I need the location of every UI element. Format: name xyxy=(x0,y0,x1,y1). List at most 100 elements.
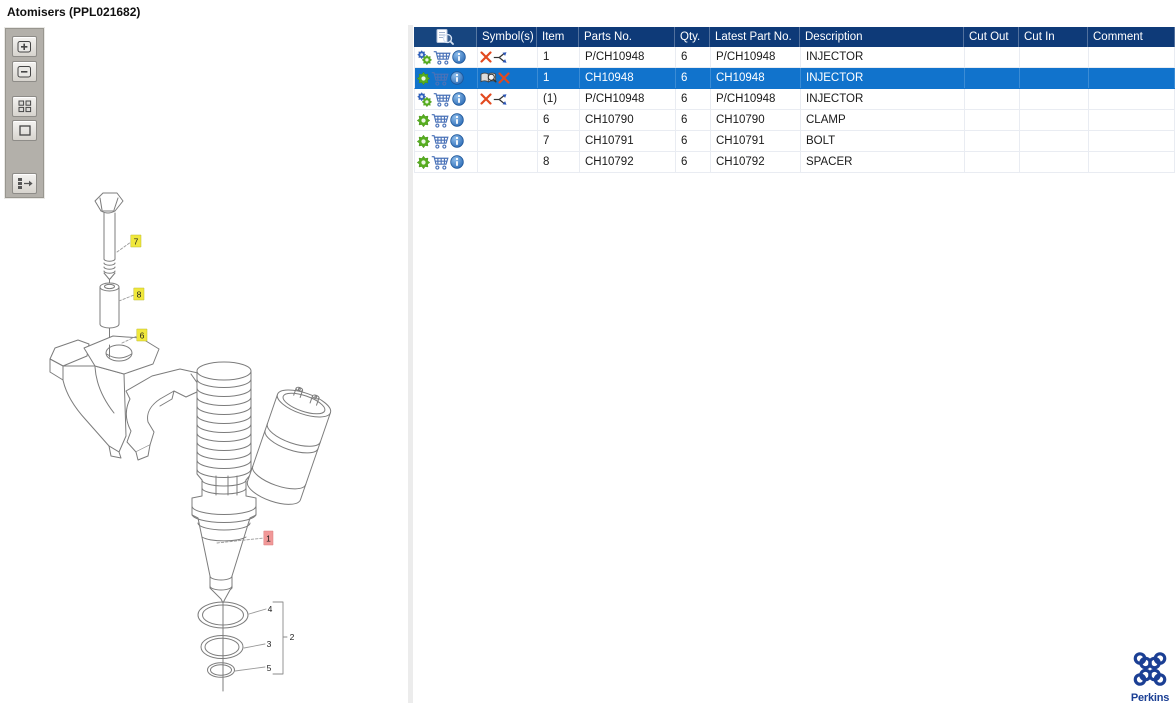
cell-item: 7 xyxy=(538,131,580,151)
cell-cut-out xyxy=(965,47,1020,67)
cell-parts-no: CH10790 xyxy=(580,110,676,130)
single-view-icon xyxy=(18,124,32,137)
cell-cut-out xyxy=(965,152,1020,172)
svg-text:2: 2 xyxy=(290,632,295,642)
gear-icon[interactable] xyxy=(417,113,430,127)
cart-icon[interactable] xyxy=(431,71,449,86)
column-header-parts-no[interactable]: Parts No. xyxy=(579,27,675,47)
cell-comment xyxy=(1089,131,1175,151)
zoom-out-icon xyxy=(17,65,32,79)
cart-icon[interactable] xyxy=(431,113,449,128)
cell-cut-in xyxy=(1020,152,1089,172)
gear-double-icon[interactable] xyxy=(417,49,432,65)
gear-double-icon[interactable] xyxy=(417,91,432,107)
gear-icon[interactable] xyxy=(417,134,430,148)
row-symbols-cell xyxy=(478,152,538,172)
info-icon[interactable] xyxy=(450,113,464,127)
table-row[interactable]: 8 CH10792 6 CH10792 SPACER xyxy=(414,152,1175,173)
cell-parts-no: P/CH10948 xyxy=(580,47,676,67)
cart-icon[interactable] xyxy=(431,134,449,149)
cell-comment xyxy=(1089,110,1175,130)
svg-text:7: 7 xyxy=(134,237,139,247)
single-view-button[interactable] xyxy=(12,120,37,141)
cell-cut-out xyxy=(965,110,1020,130)
callout-3-oring[interactable]: 3 xyxy=(267,639,272,649)
cell-comment xyxy=(1089,152,1175,172)
x-remove-icon[interactable] xyxy=(480,51,492,63)
cart-icon[interactable] xyxy=(433,50,451,65)
cart-icon[interactable] xyxy=(431,155,449,170)
cell-description: INJECTOR xyxy=(801,68,965,88)
toggle-list-panel-button[interactable] xyxy=(12,173,37,194)
viewer-toolbar xyxy=(5,28,44,198)
tile-view-icon xyxy=(18,100,32,113)
cell-qty: 6 xyxy=(676,152,711,172)
table-row[interactable]: 6 CH10790 6 CH10790 CLAMP xyxy=(414,110,1175,131)
row-symbols-cell xyxy=(478,89,538,109)
zoom-in-icon xyxy=(17,40,32,54)
info-icon[interactable] xyxy=(450,71,464,85)
table-row[interactable]: (1) P/CH10948 6 P/CH10948 INJECTOR xyxy=(414,89,1175,110)
svg-text:8: 8 xyxy=(137,290,142,300)
cell-description: CLAMP xyxy=(801,110,965,130)
injector-drawing xyxy=(191,361,257,604)
cell-item: 8 xyxy=(538,152,580,172)
callout-4-oring[interactable]: 4 xyxy=(268,604,273,614)
column-header-item[interactable]: Item xyxy=(537,27,579,47)
column-header-qty[interactable]: Qty. xyxy=(675,27,710,47)
zoom-in-button[interactable] xyxy=(12,36,37,57)
cell-qty: 6 xyxy=(676,47,711,67)
branch-split-icon[interactable] xyxy=(493,92,508,107)
x-remove-icon[interactable] xyxy=(498,72,510,84)
column-header-latest-part-no[interactable]: Latest Part No. xyxy=(710,27,800,47)
row-actions-cell xyxy=(415,68,478,88)
cell-description: BOLT xyxy=(801,131,965,151)
info-icon[interactable] xyxy=(452,92,466,106)
callout-1-injector-selected[interactable]: 1 xyxy=(263,530,274,546)
x-remove-icon[interactable] xyxy=(480,93,492,105)
row-actions-cell xyxy=(415,47,478,67)
solenoid-drawing xyxy=(246,386,332,505)
callout-7-bolt[interactable]: 7 xyxy=(130,234,142,248)
cell-latest-part-no: CH10790 xyxy=(711,110,801,130)
callout-6-clamp[interactable]: 6 xyxy=(136,328,148,342)
column-header-description[interactable]: Description xyxy=(800,27,964,47)
page-title: Atomisers (PPL021682) xyxy=(7,5,141,19)
oring-drawings xyxy=(197,601,249,692)
callout-5-oring[interactable]: 5 xyxy=(267,663,272,673)
book-search-icon[interactable] xyxy=(480,71,497,85)
cell-cut-out xyxy=(965,131,1020,151)
callout-8-spacer[interactable]: 8 xyxy=(133,287,145,301)
column-header-actions[interactable] xyxy=(414,27,477,47)
title-bar: Atomisers (PPL021682) xyxy=(0,0,1175,25)
cell-parts-no: CH10791 xyxy=(580,131,676,151)
cell-qty: 6 xyxy=(676,68,711,88)
cell-qty: 6 xyxy=(676,131,711,151)
column-header-cut-out[interactable]: Cut Out xyxy=(964,27,1019,47)
pane-splitter[interactable] xyxy=(408,25,413,703)
table-row[interactable]: 1 P/CH10948 6 P/CH10948 INJECTOR xyxy=(414,47,1175,68)
info-icon[interactable] xyxy=(452,50,466,64)
cell-item: 6 xyxy=(538,110,580,130)
table-row[interactable]: 7 CH10791 6 CH10791 BOLT xyxy=(414,131,1175,152)
info-icon[interactable] xyxy=(450,134,464,148)
zoom-out-button[interactable] xyxy=(12,61,37,82)
cell-item: (1) xyxy=(538,89,580,109)
grid-search-icon xyxy=(436,29,454,45)
gear-icon[interactable] xyxy=(417,155,430,169)
tile-view-button[interactable] xyxy=(12,96,37,117)
callout-2-seal-group[interactable]: 2 xyxy=(290,632,295,642)
cart-icon[interactable] xyxy=(433,92,451,107)
cell-cut-out xyxy=(965,68,1020,88)
table-row[interactable]: 1 CH10948 6 CH10948 INJECTOR xyxy=(414,68,1175,89)
exploded-parts-diagram: 7 8 6 1 4 3 5 2 xyxy=(49,192,332,692)
column-header-comment[interactable]: Comment xyxy=(1088,27,1175,47)
branch-split-icon[interactable] xyxy=(493,50,508,65)
column-header-symbols[interactable]: Symbol(s) xyxy=(477,27,537,47)
gear-icon[interactable] xyxy=(417,71,430,85)
cell-cut-in xyxy=(1020,89,1089,109)
column-header-cut-in[interactable]: Cut In xyxy=(1019,27,1088,47)
info-icon[interactable] xyxy=(450,155,464,169)
callout-leader-lines xyxy=(116,241,288,675)
cell-cut-in xyxy=(1020,131,1089,151)
